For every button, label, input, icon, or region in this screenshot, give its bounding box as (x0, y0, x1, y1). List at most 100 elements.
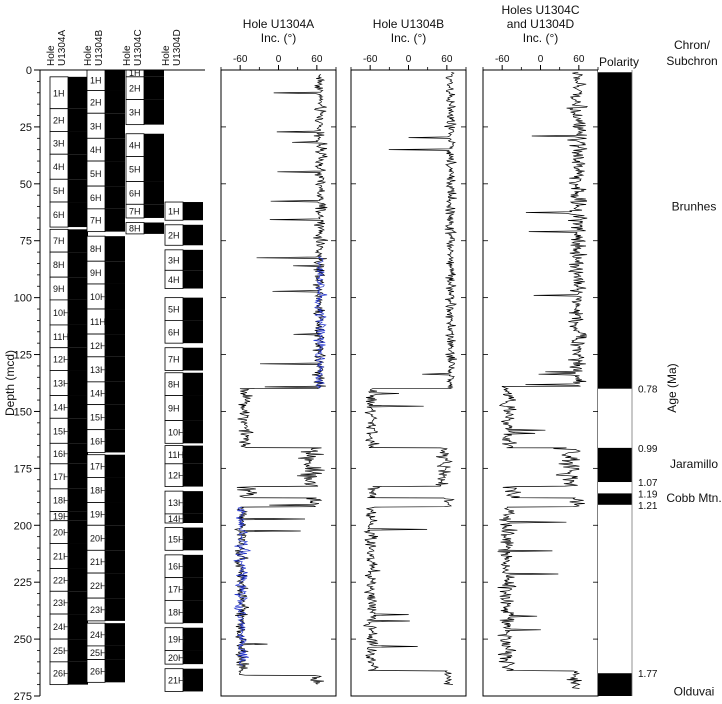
core-label: 7H (90, 216, 102, 226)
inclination-panel-frame (482, 69, 599, 697)
core-label: 8H (53, 260, 65, 270)
panel-title-line1: Hole U1304B (373, 17, 444, 31)
core-recovery-bar (183, 420, 203, 444)
core-recovery-bar (144, 133, 164, 157)
inc-tick-label: 60 (311, 54, 323, 65)
polarity-title: Polarity (599, 55, 639, 69)
core-column-header-line2: U1304C (133, 29, 144, 66)
core-recovery-bar (105, 70, 125, 91)
core-label: 20H (168, 653, 185, 663)
inclination-trace (497, 71, 588, 689)
core-recovery-bar (68, 520, 88, 544)
age-tick-label: 1.21 (638, 501, 658, 512)
inclination-panel-frame (220, 69, 337, 697)
core-label: 1H (168, 207, 180, 217)
core-label: 17H (90, 462, 107, 472)
inclination-trace (362, 71, 458, 685)
core-recovery-bar (183, 627, 203, 651)
age-tick-label: 1.77 (638, 669, 658, 680)
core-label: 3H (53, 138, 65, 148)
core-recovery-bar (183, 513, 203, 523)
age-tick-label: 1.19 (638, 489, 658, 500)
core-label: 24H (53, 622, 70, 632)
core-recovery-bar (68, 229, 88, 253)
polarity-normal-interval (598, 673, 632, 696)
core-label: 8H (90, 244, 102, 254)
core-recovery-bar (105, 261, 125, 284)
core-label: 5H (90, 169, 102, 179)
core-column-header-line1: Hole (161, 45, 172, 66)
core-label: 14H (90, 389, 107, 399)
core-label: 20H (53, 528, 70, 538)
core-label: 11H (53, 332, 69, 342)
core-recovery-bar (68, 463, 88, 489)
core-recovery-bar (183, 463, 203, 487)
core-label: 25H (90, 648, 107, 658)
core-recovery-bar (68, 614, 88, 640)
core-label: 7H (53, 236, 65, 246)
core-label: 5H (168, 305, 180, 315)
core-label: 15H (168, 534, 185, 544)
core-recovery-bar (183, 347, 203, 371)
core-label: 1H (129, 68, 141, 78)
depth-tick-label: 175 (14, 463, 32, 475)
depth-tick-label: 225 (14, 577, 32, 589)
core-recovery-bar (68, 324, 88, 348)
inc-tick-label: 0 (406, 54, 412, 65)
inc-tick-label: 0 (538, 54, 544, 65)
core-recovery-bar (105, 429, 125, 453)
core-recovery-bar (105, 356, 125, 382)
core-label: 17H (168, 585, 185, 595)
core-recovery-bar (183, 668, 203, 692)
depth-tick-label: 125 (14, 350, 32, 362)
chron-label: Olduvai (674, 684, 715, 698)
core-recovery-bar (183, 224, 203, 246)
panel-title-line2: Inc. (°) (391, 31, 426, 45)
chron-label: Cobb Mtn. (666, 491, 721, 505)
chron-label: Jaramillo (670, 457, 718, 471)
core-recovery-bar (68, 299, 88, 325)
age-tick-label: 0.78 (638, 385, 658, 396)
panel-title-line1: Hole U1304A (243, 17, 314, 31)
panel-title-line2: and U1304D (507, 17, 575, 31)
core-label: 10H (168, 427, 185, 437)
core-label: 19H (53, 512, 70, 522)
core-recovery-bar (105, 550, 125, 574)
core-recovery-bar (105, 659, 125, 683)
inc-tick-label: -60 (495, 54, 510, 65)
depth-tick-label: 0 (26, 65, 32, 77)
core-column-header-line1: Hole (46, 45, 57, 66)
core-label: 26H (90, 666, 107, 676)
core-recovery-bar (68, 568, 88, 592)
core-label: 16H (168, 562, 185, 572)
core-label: 6H (53, 210, 65, 220)
core-label: 14H (168, 514, 185, 524)
panel-title-line1: Holes U1304C (501, 3, 579, 17)
core-recovery-bar (183, 600, 203, 624)
inc-tick-label: -60 (233, 54, 248, 65)
age-tick-label: 0.99 (638, 444, 658, 455)
inc-tick-label: 60 (573, 54, 585, 65)
core-label: 3H (90, 121, 102, 131)
core-label: 21H (53, 552, 70, 562)
core-recovery-bar (68, 76, 88, 109)
core-recovery-bar (105, 186, 125, 209)
core-label: 6H (129, 188, 141, 198)
panel-title-line3: Inc. (°) (523, 31, 558, 45)
core-recovery-bar (105, 309, 125, 335)
core-label: 7H (168, 355, 180, 365)
core-label: 4H (129, 141, 141, 151)
core-recovery-bar (68, 511, 88, 521)
core-recovery-bar (105, 645, 125, 660)
core-label: 1H (90, 76, 102, 86)
polarity-normal-interval (598, 447, 632, 483)
core-label: 1H (53, 88, 65, 98)
depth-tick-label: 250 (14, 634, 32, 646)
core-label: 3H (168, 256, 180, 266)
inclination-trace (233, 74, 329, 685)
core-recovery-bar (68, 347, 88, 371)
core-label: 25H (53, 646, 70, 656)
core-recovery-bar (105, 236, 125, 262)
panel-title-line2: Inc. (°) (261, 31, 296, 45)
